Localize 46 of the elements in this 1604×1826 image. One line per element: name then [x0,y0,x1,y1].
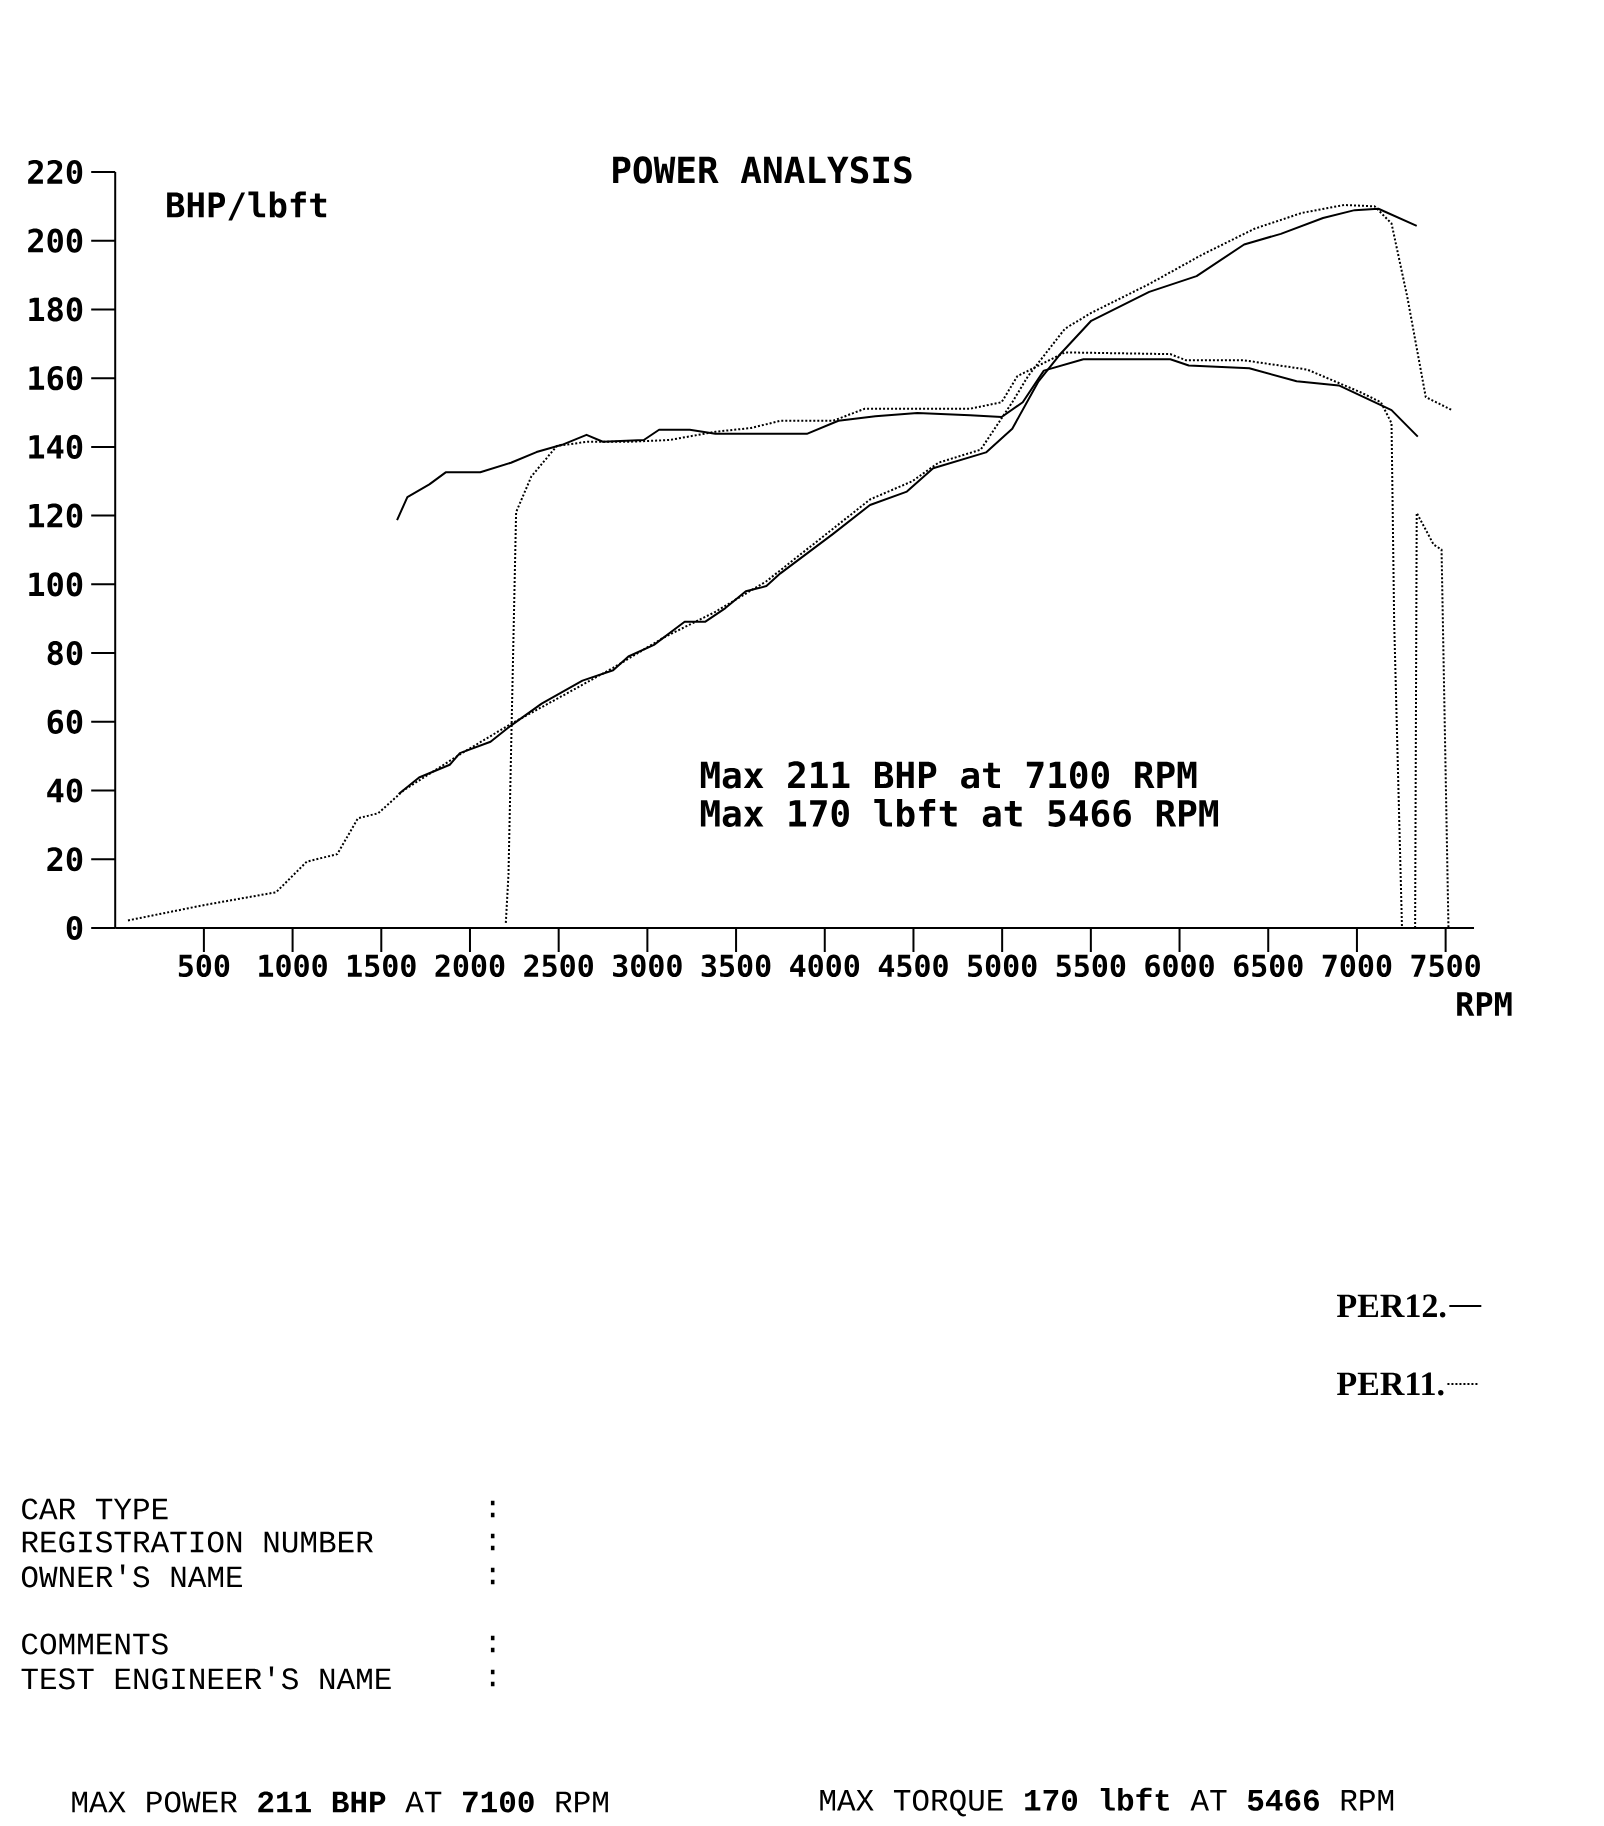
x-tick-label: 3000 [613,954,682,978]
x-tick-label: 5500 [1056,954,1126,978]
x-tick-label: 2000 [435,954,505,978]
y-tick-label: 140 [29,434,83,459]
x-axis-title: RPM [1457,992,1512,1016]
x-tick-label: 5000 [968,954,1037,978]
annotation: Max 211 BHP at 7100 RPM [700,761,1197,789]
legend-label: PER11. [1337,1372,1444,1396]
legend-label: PER12. [1337,1294,1446,1318]
text: MAX TORQUE 170 lbft AT 5466 RPM [820,1787,1394,1817]
y-tick-label: 160 [29,366,83,391]
text: : [490,1567,495,1585]
y-tick-label: 80 [47,640,83,666]
x-tick-label: 4500 [878,954,948,978]
y-tick-label: 20 [47,847,83,872]
annotation: Max 170 lbft at 5466 RPM [700,799,1219,827]
y-axis-title: BHP/lbft [167,191,327,221]
text: MAX POWER 211 BHP AT 7100 RPM [72,1791,608,1813]
y-tick-label: 60 [47,709,83,734]
x-tick-label: 6000 [1145,954,1214,978]
text: : [490,1500,495,1518]
x-tick-label: 3500 [701,954,771,978]
y-tick-label: 0 [66,915,83,941]
x-tick-label: 7000 [1322,954,1392,978]
x-tick-label: 6500 [1234,954,1303,978]
chart-title: POWER ANALYSIS [613,156,912,184]
text: OWNER'S NAME [21,1564,242,1588]
text: TEST ENGINEER'S NAME [21,1666,391,1690]
y-tick-label: 100 [29,572,83,597]
x-tick-label: 1000 [259,954,327,978]
text: : [490,1533,495,1551]
y-tick-label: 120 [29,503,83,528]
text: : [490,1669,495,1687]
y-tick-label: 40 [47,778,83,803]
text: REGISTRATION NUMBER [22,1531,374,1553]
y-tick-label: 220 [28,159,83,185]
x-tick-label: 2500 [524,954,593,978]
text: COMMENTS [22,1633,168,1655]
text: : [490,1635,495,1653]
x-tick-label: 4000 [790,954,860,978]
y-tick-label: 180 [29,297,83,322]
text: CAR TYPE [22,1498,168,1520]
x-tick-label: 500 [178,954,230,978]
x-tick-label: 1500 [347,954,416,978]
x-tick-label: 7500 [1411,954,1480,978]
y-tick-label: 200 [28,228,83,253]
